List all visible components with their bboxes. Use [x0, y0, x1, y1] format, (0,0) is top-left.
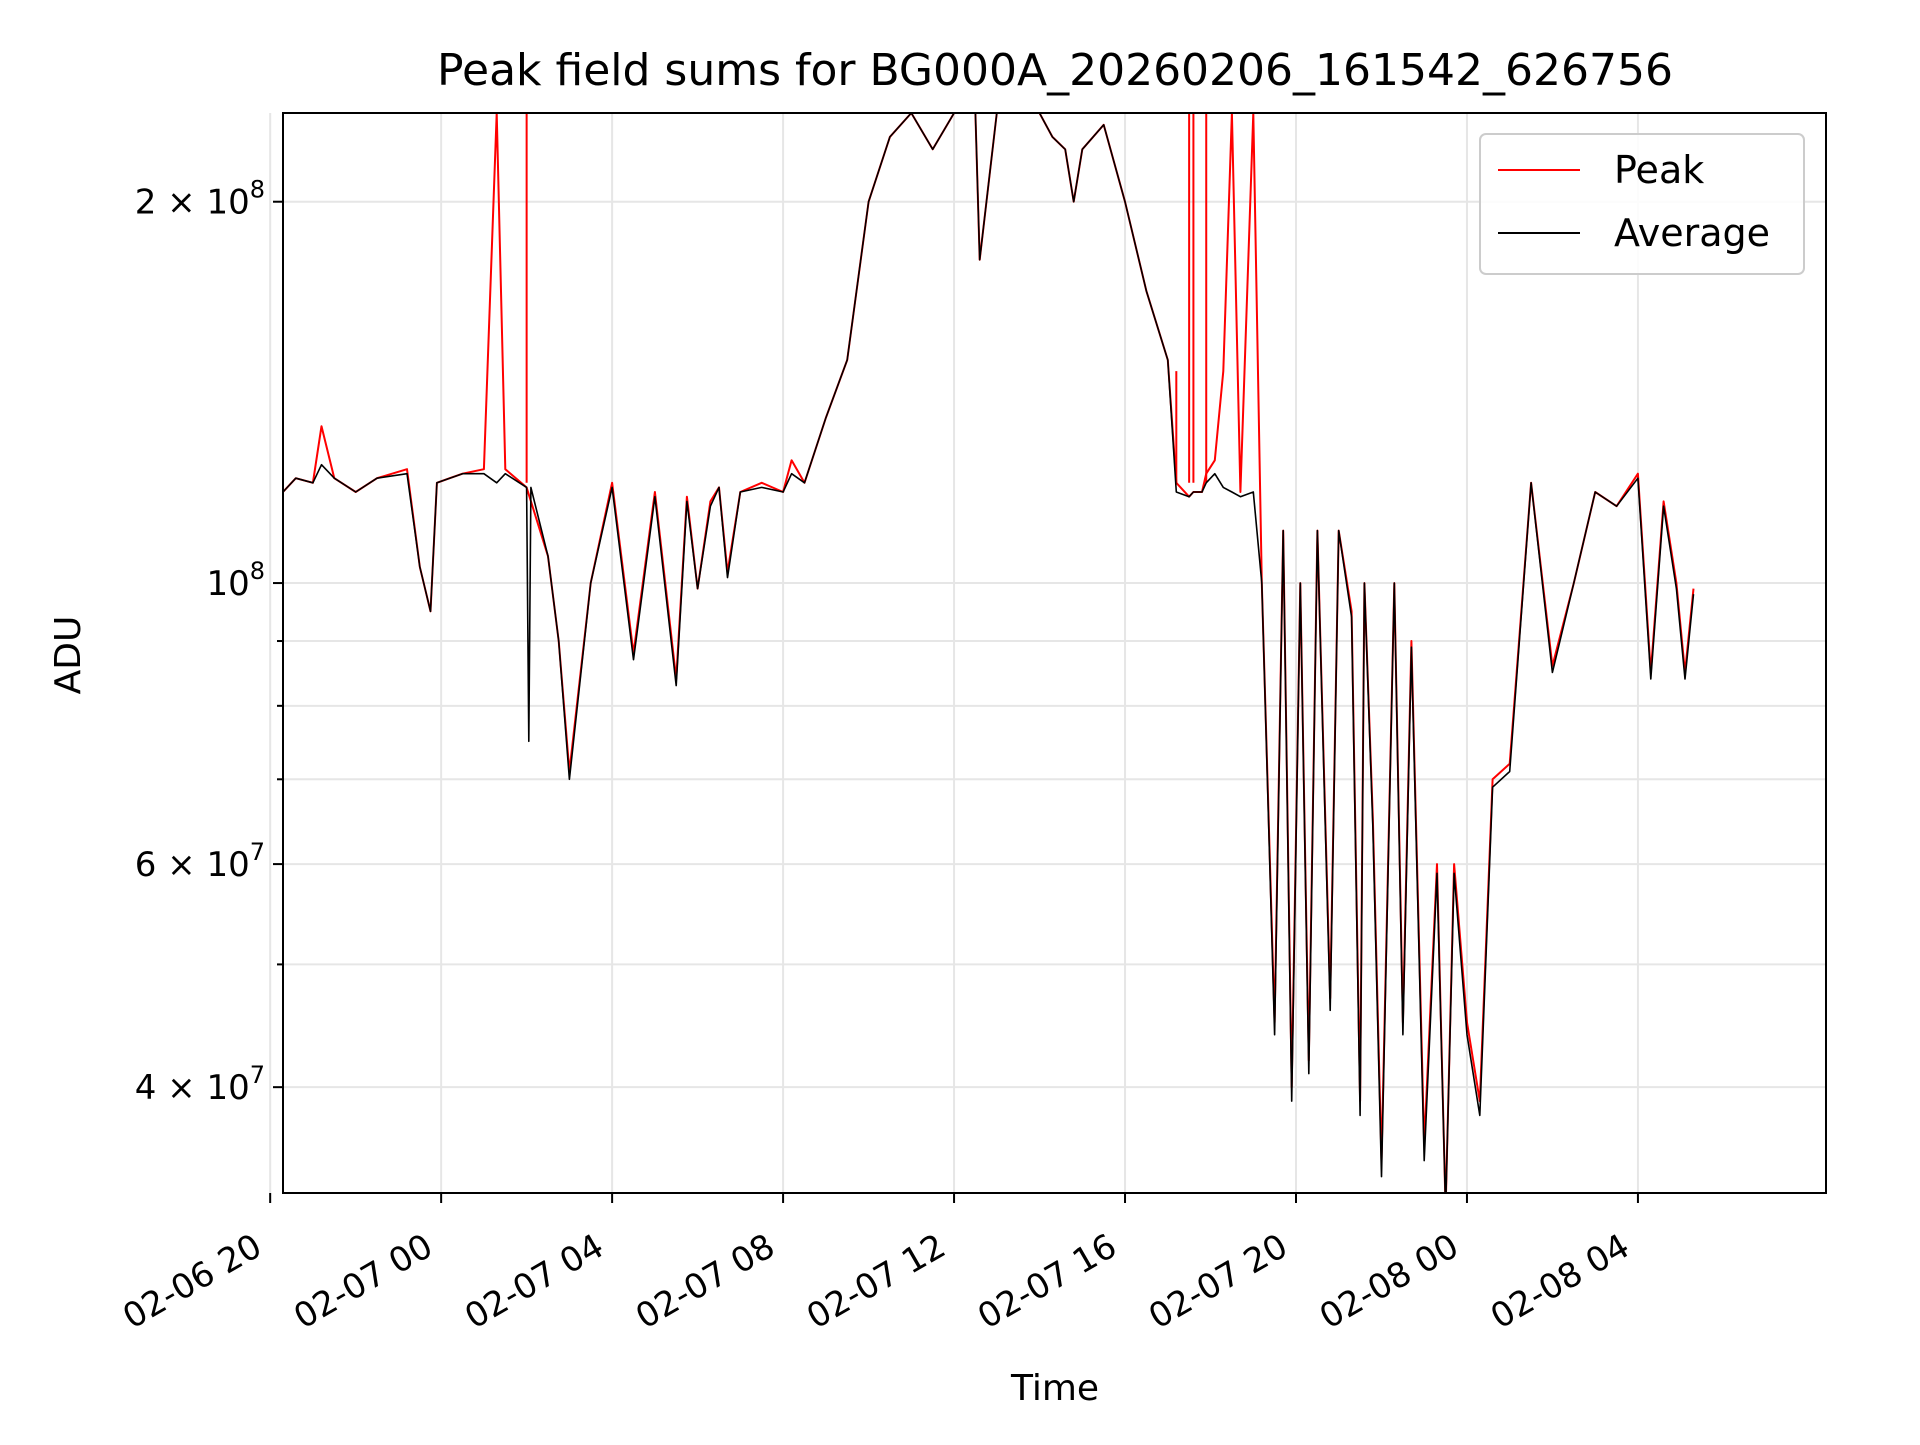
grid-lines	[269, 113, 1826, 1193]
legend: Peak Average	[1479, 133, 1805, 275]
y-tick-label: 4 × 107	[135, 1061, 265, 1108]
series-layer	[283, 113, 1695, 1193]
y-tick-label: 6 × 107	[135, 838, 265, 885]
chart-title: Peak field sums for BG000A_20260206_1615…	[437, 45, 1673, 96]
legend-average-label: Average	[1614, 211, 1770, 255]
x-axis-label: Time	[1010, 1368, 1099, 1409]
y-tick-label: 2 × 108	[135, 176, 265, 223]
plot-frame	[282, 112, 1827, 1194]
series-line-average	[283, 113, 1695, 1193]
y-axis-label: ADU	[48, 616, 89, 695]
y-axis-ticks: 4 × 107 6 × 107 108 2 × 108	[135, 176, 283, 1108]
legend-peak-label: Peak	[1614, 148, 1704, 192]
y-tick-label: 108	[206, 557, 265, 604]
